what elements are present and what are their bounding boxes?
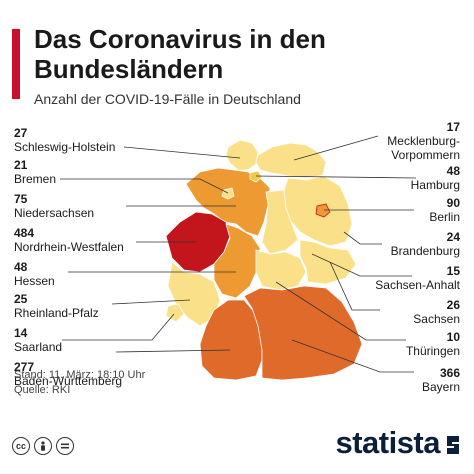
cc-icon[interactable]: cc: [12, 437, 30, 455]
statista-logo-icon: [447, 436, 459, 454]
state-name: Nordrhein-Westfalen: [14, 240, 124, 254]
state-niedersachsen: [185, 167, 271, 237]
title-accent-bar: [12, 29, 20, 99]
by-icon[interactable]: [34, 437, 52, 455]
state-name: Hessen: [14, 274, 55, 288]
state-saarland: [165, 303, 185, 323]
cases-value: 21: [14, 158, 28, 172]
state-baden-wuerttemberg: [199, 299, 263, 381]
state-name: Saarland: [14, 340, 63, 354]
state-name: Bayern: [421, 380, 460, 394]
state-bremen: [221, 187, 235, 200]
page-subtitle: Anzahl der COVID-19-Fälle in Deutschland: [34, 91, 301, 107]
label-hamburg: 48 Hamburg: [411, 164, 460, 192]
page-title: Das Coronavirus in den Bundesländern: [34, 24, 326, 84]
state-sachsen-anhalt: [261, 189, 299, 255]
state-name: Rheinland-Pfalz: [14, 306, 99, 320]
state-berlin: [315, 203, 331, 218]
cases-value: 10: [446, 330, 460, 344]
label-baden-wuerttemberg: 277 Baden-Württemberg: [14, 360, 122, 388]
state-name: Brandenburg: [390, 244, 460, 258]
leader-baden-wuerttemberg: [115, 349, 231, 353]
state-name-line1: Mecklenburg-: [387, 134, 460, 148]
leader-mecklenburg-vorpommern: [293, 135, 379, 161]
state-name: Sachsen-Anhalt: [375, 278, 460, 292]
state-schleswig-holstein: [225, 139, 259, 171]
label-niedersachsen: 75 Niedersachsen: [14, 192, 94, 220]
state-thueringen: [255, 249, 307, 291]
label-sachsen: 26 Sachsen: [413, 298, 460, 326]
cases-value: 277: [14, 360, 35, 374]
state-sachsen: [299, 239, 357, 285]
state-mecklenburg-vorpommern: [255, 142, 327, 179]
cases-value: 48: [14, 260, 28, 274]
state-hamburg: [249, 170, 263, 183]
label-bremen: 21 Bremen: [14, 158, 56, 186]
label-rheinland-pfalz: 25 Rheinland-Pfalz: [14, 292, 99, 320]
leader-brandenburg: [343, 231, 382, 245]
leader-saarland: [62, 313, 175, 341]
label-hessen: 48 Hessen: [14, 260, 55, 288]
state-name: Bremen: [14, 172, 57, 186]
nd-icon[interactable]: [56, 437, 74, 455]
statista-logo-text[interactable]: statista: [335, 425, 440, 460]
leader-sachsen: [329, 261, 380, 311]
label-nordrhein-westfalen: 484 Nordrhein-Westfalen: [14, 226, 124, 254]
cases-value: 484: [14, 226, 35, 240]
label-saarland: 14 Saarland: [14, 326, 62, 354]
state-name: Sachsen: [413, 312, 460, 326]
state-name: Schleswig-Holstein: [14, 140, 116, 154]
leader-bremen: [60, 178, 229, 194]
state-hessen: [213, 223, 261, 299]
cases-value: 26: [446, 298, 460, 312]
leader-schleswig-holstein: [123, 146, 241, 159]
label-mecklenburg-vorpommern: 17 Mecklenburg- Vorpommern: [387, 120, 460, 162]
state-name: Thüringen: [405, 344, 460, 358]
leader-thueringen: [275, 281, 406, 341]
cases-value: 17: [446, 120, 460, 134]
source-note: Stand: 11. März; 18:10 Uhr Quelle: RKI: [14, 368, 145, 398]
license-icons: cc: [12, 437, 74, 455]
cases-value: 90: [446, 196, 460, 210]
label-bayern: 366 Bayern: [422, 366, 460, 394]
cases-value: 24: [446, 230, 460, 244]
cases-value: 48: [446, 164, 460, 178]
cases-value: 15: [446, 264, 460, 278]
quelle-text: Quelle: RKI: [14, 384, 71, 396]
state-name: Baden-Württemberg: [14, 374, 123, 388]
leader-bayern: [291, 339, 414, 373]
state-name: Niedersachsen: [14, 206, 95, 220]
cases-value: 75: [14, 192, 28, 206]
cases-value: 14: [14, 326, 28, 340]
state-bayern: [243, 285, 363, 381]
stand-text: Stand: 11. März; 18:10 Uhr: [14, 369, 146, 381]
label-berlin: 90 Berlin: [429, 196, 460, 224]
label-thueringen: 10 Thüringen: [406, 330, 460, 358]
label-brandenburg: 24 Brandenburg: [391, 230, 460, 258]
state-name: Hamburg: [410, 178, 460, 192]
leader-sachsen-anhalt: [311, 253, 412, 277]
cases-value: 27: [14, 126, 28, 140]
state-name: Berlin: [429, 210, 460, 224]
cases-value: 366: [439, 366, 460, 380]
leader-rheinland-pfalz: [111, 299, 191, 305]
cases-value: 25: [14, 292, 28, 306]
leader-hamburg: [255, 175, 417, 179]
label-schleswig-holstein: 27 Schleswig-Holstein: [14, 126, 115, 154]
label-sachsen-anhalt: 15 Sachsen-Anhalt: [375, 264, 460, 292]
state-name-line2: Vorpommern: [391, 148, 460, 162]
